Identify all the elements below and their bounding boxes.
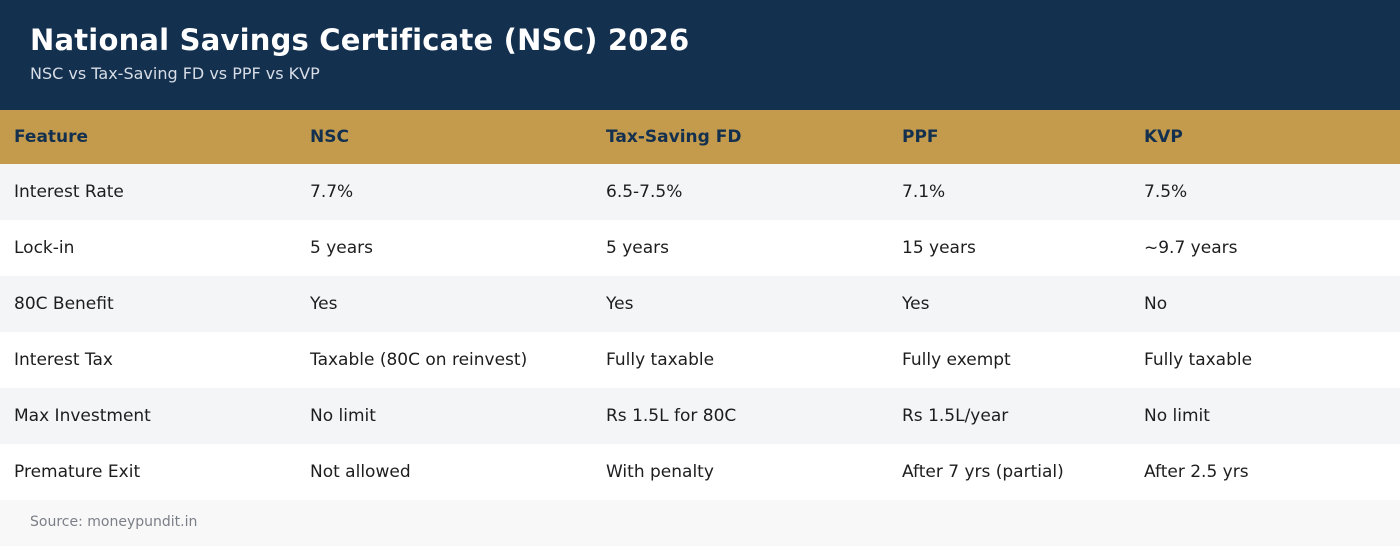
table-cell: 7.7% xyxy=(310,182,354,202)
table-header: Feature NSC Tax-Saving FD PPF KVP xyxy=(0,110,1400,164)
row-label: Interest Tax xyxy=(14,350,113,370)
table-cell: 7.5% xyxy=(1144,182,1188,202)
table-row: Interest Rate 7.7% 6.5-7.5% 7.1% 7.5% xyxy=(0,164,1400,220)
table-cell: After 2.5 yrs xyxy=(1144,462,1249,482)
table-row: 80C Benefit Yes Yes Yes No xyxy=(0,276,1400,332)
table-cell: 7.1% xyxy=(902,182,946,202)
table-cell: Fully exempt xyxy=(902,350,1011,370)
column-header-feature: Feature xyxy=(14,127,89,147)
table-cell: 15 years xyxy=(902,238,976,258)
table-body: Interest Rate 7.7% 6.5-7.5% 7.1% 7.5% Lo… xyxy=(0,164,1400,500)
row-label: Interest Rate xyxy=(14,182,124,202)
table-cell: No xyxy=(1144,294,1168,314)
table-cell: Yes xyxy=(310,294,338,314)
table-cell: Taxable (80C on reinvest) xyxy=(310,350,528,370)
table-row: Interest Tax Taxable (80C on reinvest) F… xyxy=(0,332,1400,388)
page-title: National Savings Certificate (NSC) 2026 xyxy=(30,23,690,57)
column-header-ppf: PPF xyxy=(902,127,939,147)
comparison-table: Feature NSC Tax-Saving FD PPF KVP Intere… xyxy=(0,110,1400,500)
table-cell: Yes xyxy=(606,294,634,314)
table-row: Premature Exit Not allowed With penalty … xyxy=(0,444,1400,500)
table-cell: With penalty xyxy=(606,462,714,482)
table-cell: No limit xyxy=(1144,406,1210,426)
table-cell: Fully taxable xyxy=(606,350,715,370)
column-header-tax-saving-fd: Tax-Saving FD xyxy=(606,127,742,147)
column-header-kvp: KVP xyxy=(1144,127,1183,147)
source-note: Source: moneypundit.in xyxy=(0,500,1400,546)
page-header: National Savings Certificate (NSC) 2026 … xyxy=(0,0,1400,110)
row-label: Max Investment xyxy=(14,406,151,426)
table-row: Max Investment No limit Rs 1.5L for 80C … xyxy=(0,388,1400,444)
table-cell: No limit xyxy=(310,406,376,426)
row-label: Premature Exit xyxy=(14,462,141,482)
table-cell: Rs 1.5L/year xyxy=(902,406,1009,426)
header-row: Feature NSC Tax-Saving FD PPF KVP xyxy=(0,110,1400,164)
table-cell: Fully taxable xyxy=(1144,350,1253,370)
table-cell: Rs 1.5L for 80C xyxy=(606,406,737,426)
table-cell: 5 years xyxy=(606,238,670,258)
table-cell: Not allowed xyxy=(310,462,411,482)
row-label: 80C Benefit xyxy=(14,294,114,314)
table-cell: 5 years xyxy=(310,238,374,258)
page-subtitle: NSC vs Tax-Saving FD vs PPF vs KVP xyxy=(30,64,320,83)
column-header-nsc: NSC xyxy=(310,127,349,147)
table-cell: 6.5-7.5% xyxy=(606,182,683,202)
table-cell: Yes xyxy=(902,294,930,314)
row-label: Lock-in xyxy=(14,238,75,258)
table-cell: After 7 yrs (partial) xyxy=(902,462,1064,482)
table-row: Lock-in 5 years 5 years 15 years ~9.7 ye… xyxy=(0,220,1400,276)
table-cell: ~9.7 years xyxy=(1144,238,1238,258)
